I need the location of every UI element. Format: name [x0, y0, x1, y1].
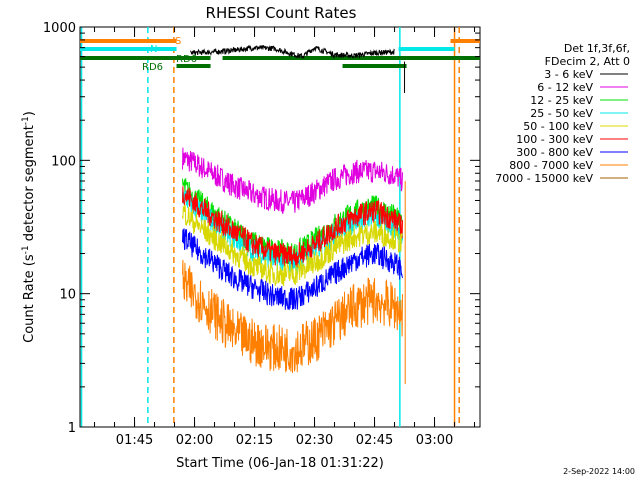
chart-title: RHESSI Count Rates: [206, 4, 357, 22]
legend-label: 12 - 25 keV: [530, 94, 593, 107]
flag-label-rd6-right: RD6: [176, 54, 197, 65]
legend-label: 25 - 50 keV: [530, 107, 593, 120]
legend-label: 300 - 800 keV: [516, 146, 593, 159]
y-axis-label-sup2: -1: [21, 116, 31, 125]
y-tick-label: 1000: [43, 21, 76, 36]
legend-label: 7000 - 15000 keV: [495, 172, 593, 185]
x-tick-label: 02:15: [236, 433, 273, 448]
legend-label: 3 - 6 keV: [544, 68, 593, 81]
x-axis-label: Start Time (06-Jan-18 01:31:22): [176, 456, 384, 471]
x-tick-label: 03:00: [416, 433, 453, 448]
y-tick-label: 100: [51, 154, 76, 169]
y-tick-label: 1: [68, 421, 76, 436]
y-tick-label: 10: [59, 288, 76, 303]
flag-label-n: N: [150, 44, 157, 55]
x-tick-label: 01:45: [116, 433, 153, 448]
flag-bars: [80, 39, 480, 68]
legend-label: 6 - 12 keV: [537, 81, 593, 94]
y-axis-label-sup1: -1: [21, 245, 31, 254]
series-line: [182, 186, 403, 270]
series-group: [182, 44, 406, 385]
legend-label: 100 - 300 keV: [516, 133, 593, 146]
x-tick-label: 02:45: [356, 433, 393, 448]
flag-label-s: S: [175, 36, 181, 47]
x-tick-label: 02:30: [296, 433, 333, 448]
series-line: [182, 228, 403, 311]
footer-timestamp: 2-Sep-2022 14:00: [563, 467, 635, 476]
legend-label: 50 - 100 keV: [523, 120, 593, 133]
flag-label-rd6-left: RD6: [142, 62, 163, 73]
y-axis-label-part1: Count Rate (s: [22, 254, 37, 343]
legend-header-line2: FDecim 2, Att 0: [545, 55, 630, 68]
series-line: [182, 147, 403, 214]
y-axis-label-part3: ): [22, 111, 37, 116]
y-axis-label: Count Rate (s-1 detector segment-1): [21, 111, 37, 343]
series-line: [182, 259, 403, 374]
axis-ticks: 1 10 100 1000 01:45 02:00 02:15 02:30 02:45 03:00: [43, 21, 480, 448]
legend-label: 800 - 7000 keV: [509, 159, 593, 172]
series-line: [182, 204, 403, 287]
plot-frame: [79, 26, 481, 428]
x-tick-label: 02:00: [176, 433, 213, 448]
legend: Det 1f,3f,6f, FDecim 2, Att 0 3 - 6 keV6…: [495, 42, 630, 185]
series-line: [190, 44, 395, 59]
y-axis-label-part2: detector segment: [22, 125, 37, 245]
legend-header-line1: Det 1f,3f,6f,: [564, 42, 630, 55]
